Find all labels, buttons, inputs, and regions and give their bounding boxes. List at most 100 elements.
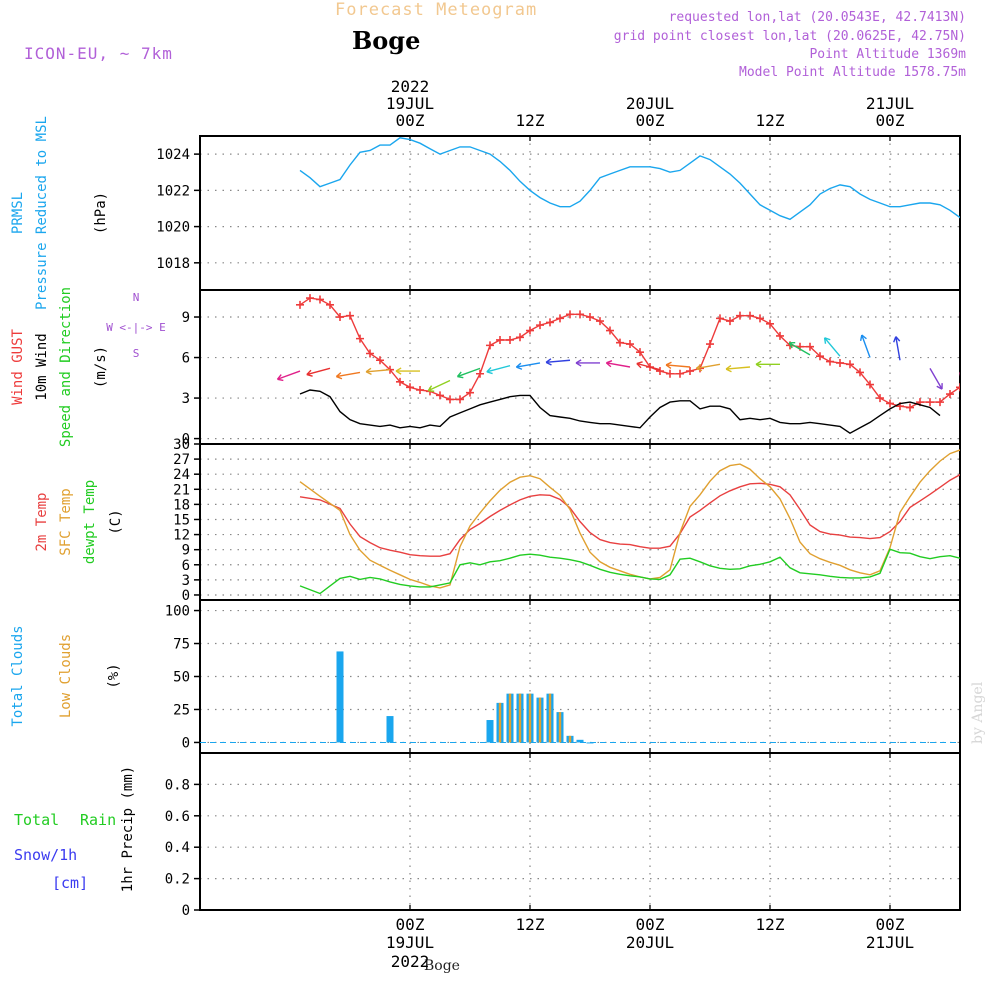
gust-line-marker: [906, 403, 914, 412]
wind-arrow: [366, 369, 391, 373]
chart-title: Forecast Meteogram: [335, 0, 538, 20]
y-tick-label: 1024: [156, 147, 190, 163]
y-tick-label: 3: [182, 391, 190, 407]
wind-arrow-head: [456, 371, 464, 379]
panel-frame-pressure: [199, 135, 961, 291]
low-clouds-label: Low Clouds: [58, 634, 74, 718]
total-clouds-label: Total Clouds: [10, 625, 26, 726]
gust-line-marker: [676, 369, 684, 378]
bottom-time-label: 12Z: [516, 915, 545, 934]
gust-line-marker: [626, 340, 634, 349]
wind-arrow-head: [725, 364, 732, 373]
gust-line-marker: [986, 351, 994, 359]
gust-line-marker: [936, 398, 944, 407]
wind-arrow-head: [788, 342, 796, 349]
y-tick-label: 0: [182, 432, 190, 448]
gust-line-marker: [836, 358, 844, 367]
sfc-temp-label: SFC Temp: [58, 488, 74, 555]
low-cloud-bar: [568, 735, 572, 743]
gust-line-marker: [366, 349, 374, 358]
wind-arrow-head: [893, 336, 901, 343]
wind-arrow-head: [959, 391, 960, 393]
gust-line-marker: [966, 381, 974, 389]
y-tick-label: 100: [165, 604, 190, 620]
snow-unit-label: [cm]: [52, 874, 88, 892]
wind-arrow-head: [936, 383, 943, 390]
y-tick-label: 1022: [156, 183, 190, 199]
footer-station: Boge: [424, 958, 460, 974]
bottom-time-label: 00Z: [876, 915, 905, 934]
wind-arrow-head: [427, 385, 435, 392]
wind-arrow: [277, 370, 301, 380]
wind-arrow: [636, 362, 661, 371]
gust-line-marker: [466, 388, 474, 397]
wind-arrow: [986, 376, 990, 400]
top-time-label: 00Z: [876, 111, 905, 130]
total-cloud-bar: [336, 651, 344, 743]
wind-arrow: [457, 367, 481, 378]
gust-line-marker: [576, 310, 584, 319]
gust-line-marker: [566, 310, 574, 319]
pressure-label-b: Pressure Reduced to MSL: [34, 116, 50, 310]
y-tick-label: 50: [173, 670, 190, 686]
gust-line-marker: [656, 367, 664, 376]
compass-we: W <-|-> E: [106, 321, 166, 334]
wind-arrow-head: [665, 361, 672, 370]
wind-unit: (m/s): [93, 346, 109, 388]
wind-dir-label: Speed and Direction: [58, 287, 74, 447]
bottom-time-label: 00Z: [636, 915, 665, 934]
gust-line-marker: [456, 395, 464, 404]
gust-line-marker: [376, 356, 384, 365]
gust-line-marker: [826, 357, 834, 366]
gust-line-marker: [616, 338, 624, 347]
gust-line-marker: [946, 390, 954, 399]
wind-arrow: [606, 362, 631, 368]
gust-line-marker: [736, 311, 744, 320]
gust-line-marker: [596, 317, 604, 326]
gust-line-marker: [956, 383, 960, 392]
wind-arrow-head: [306, 369, 313, 377]
y-tick-label: 25: [173, 702, 190, 718]
wind-arrow: [824, 337, 841, 357]
compass-south: S: [133, 347, 140, 360]
gust-line-marker: [306, 294, 314, 303]
bottom-date-label: 19JUL: [386, 933, 434, 952]
gust-line-marker: [556, 314, 564, 323]
precip-unit: 1hr Precip (mm): [120, 766, 136, 892]
y-tick-label: 12: [173, 528, 190, 544]
y-tick-label: 18: [173, 497, 190, 513]
wind-arrow: [929, 368, 943, 390]
gust-line-marker: [856, 368, 864, 377]
wind-arrow-head: [335, 372, 343, 380]
station-name: Boge: [352, 26, 421, 55]
y-tick-label: 27: [173, 452, 190, 468]
dewpt-line-group: [299, 548, 960, 595]
total-label: Total: [14, 811, 59, 829]
pressure-label-a: PRMSL: [10, 192, 26, 234]
wind-arrow: [427, 379, 451, 392]
top-time-label: 00Z: [636, 111, 665, 130]
bottom-year-label: 2022: [391, 952, 430, 971]
gust-line-marker: [606, 326, 614, 335]
gust-line-marker: [746, 311, 754, 320]
gust-line-marker: [636, 348, 644, 357]
gust-label: Wind GUST: [10, 329, 26, 405]
gust-line-group: [296, 294, 994, 412]
y-tick-label: 6: [182, 351, 190, 367]
wind-arrow: [516, 362, 541, 368]
gust-line-marker: [476, 369, 484, 378]
gust-line-marker: [876, 394, 884, 403]
temp2m-line-group: [299, 473, 960, 557]
gust-line-marker: [316, 295, 324, 304]
y-tick-label: 3: [182, 573, 190, 589]
total-cloud-bar: [586, 742, 594, 744]
wind-arrows: [276, 334, 990, 400]
dewpt-label: dewpt Temp: [82, 480, 98, 564]
gust-line-marker: [516, 333, 524, 342]
y-tick-label: 30: [173, 437, 190, 453]
gust-line-marker: [846, 360, 854, 369]
wind-arrow: [666, 364, 691, 368]
gust-line: [299, 297, 960, 409]
gust-line-marker: [706, 340, 714, 349]
gust-line-marker: [686, 367, 694, 376]
